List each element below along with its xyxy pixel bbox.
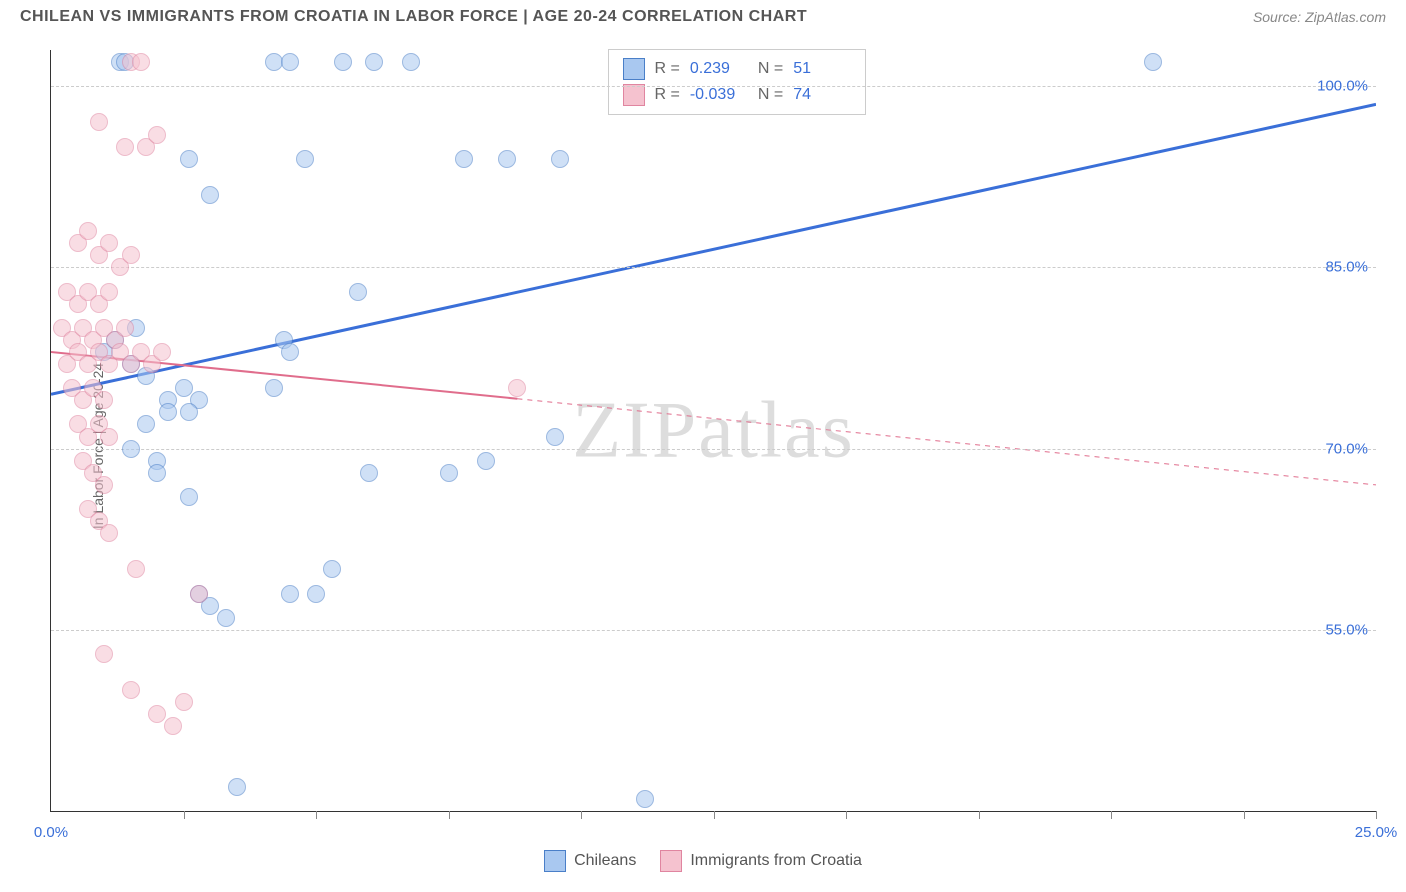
data-point xyxy=(546,428,564,446)
source-attribution: Source: ZipAtlas.com xyxy=(1253,9,1386,25)
x-tick xyxy=(846,811,847,819)
data-point xyxy=(180,403,198,421)
watermark: ZIPatlas xyxy=(572,385,855,476)
data-point xyxy=(349,283,367,301)
x-tick xyxy=(1244,811,1245,819)
data-point xyxy=(122,681,140,699)
y-tick-label: 85.0% xyxy=(1325,259,1368,276)
data-point xyxy=(175,379,193,397)
data-point xyxy=(175,693,193,711)
x-tick xyxy=(184,811,185,819)
data-point xyxy=(148,464,166,482)
swatch-pink-icon xyxy=(623,84,645,106)
data-point xyxy=(281,585,299,603)
x-tick xyxy=(979,811,980,819)
data-point xyxy=(137,415,155,433)
data-point xyxy=(365,53,383,71)
legend-item-croatia: Immigrants from Croatia xyxy=(660,850,862,872)
data-point xyxy=(180,150,198,168)
data-point xyxy=(265,379,283,397)
grid-line xyxy=(51,630,1376,631)
data-point xyxy=(551,150,569,168)
grid-line xyxy=(51,267,1376,268)
stats-n-label: N = xyxy=(758,86,783,104)
data-point xyxy=(159,403,177,421)
bottom-legend: Chileans Immigrants from Croatia xyxy=(0,850,1406,872)
data-point xyxy=(498,150,516,168)
y-tick-label: 70.0% xyxy=(1325,440,1368,457)
stats-box: R = 0.239 N = 51 R = -0.039 N = 74 xyxy=(608,49,867,115)
data-point xyxy=(79,222,97,240)
stats-row-chileans: R = 0.239 N = 51 xyxy=(623,56,852,82)
data-point xyxy=(477,452,495,470)
data-point xyxy=(281,53,299,71)
data-point xyxy=(180,488,198,506)
stats-r-label: R = xyxy=(655,86,680,104)
grid-line xyxy=(51,86,1376,87)
data-point xyxy=(100,283,118,301)
data-point xyxy=(1144,53,1162,71)
x-tick-label: 0.0% xyxy=(34,824,68,841)
legend-item-chileans: Chileans xyxy=(544,850,636,872)
stats-r-value: -0.039 xyxy=(690,86,748,104)
data-point xyxy=(307,585,325,603)
data-point xyxy=(90,113,108,131)
data-point xyxy=(132,53,150,71)
y-tick-label: 100.0% xyxy=(1317,78,1368,95)
data-point xyxy=(95,391,113,409)
x-tick xyxy=(714,811,715,819)
correlation-chart: ZIPatlas R = 0.239 N = 51 R = -0.039 N =… xyxy=(50,50,1376,812)
page-title: CHILEAN VS IMMIGRANTS FROM CROATIA IN LA… xyxy=(20,8,807,26)
swatch-blue-icon xyxy=(623,58,645,80)
swatch-pink-icon xyxy=(660,850,682,872)
data-point xyxy=(201,186,219,204)
data-point xyxy=(122,246,140,264)
x-tick-label: 25.0% xyxy=(1355,824,1398,841)
data-point xyxy=(455,150,473,168)
data-point xyxy=(636,790,654,808)
data-point xyxy=(508,379,526,397)
data-point xyxy=(296,150,314,168)
data-point xyxy=(148,126,166,144)
trend-lines xyxy=(51,50,1376,811)
data-point xyxy=(100,428,118,446)
x-tick xyxy=(316,811,317,819)
data-point xyxy=(116,138,134,156)
data-point xyxy=(228,778,246,796)
data-point xyxy=(360,464,378,482)
data-point xyxy=(100,234,118,252)
legend-label: Chileans xyxy=(574,852,636,870)
y-tick-label: 55.0% xyxy=(1325,621,1368,638)
x-tick xyxy=(449,811,450,819)
data-point xyxy=(164,717,182,735)
data-point xyxy=(323,560,341,578)
stats-n-value: 51 xyxy=(793,60,851,78)
swatch-blue-icon xyxy=(544,850,566,872)
data-point xyxy=(95,476,113,494)
data-point xyxy=(122,440,140,458)
data-point xyxy=(127,560,145,578)
legend-label: Immigrants from Croatia xyxy=(690,852,862,870)
stats-n-label: N = xyxy=(758,60,783,78)
data-point xyxy=(402,53,420,71)
data-point xyxy=(95,645,113,663)
data-point xyxy=(116,319,134,337)
x-tick xyxy=(581,811,582,819)
data-point xyxy=(100,524,118,542)
data-point xyxy=(153,343,171,361)
data-point xyxy=(217,609,235,627)
data-point xyxy=(440,464,458,482)
grid-line xyxy=(51,449,1376,450)
data-point xyxy=(334,53,352,71)
x-tick xyxy=(1111,811,1112,819)
data-point xyxy=(190,585,208,603)
header: CHILEAN VS IMMIGRANTS FROM CROATIA IN LA… xyxy=(0,0,1406,34)
stats-n-value: 74 xyxy=(793,86,851,104)
stats-r-value: 0.239 xyxy=(690,60,748,78)
data-point xyxy=(281,343,299,361)
data-point xyxy=(148,705,166,723)
stats-r-label: R = xyxy=(655,60,680,78)
x-tick xyxy=(1376,811,1377,819)
